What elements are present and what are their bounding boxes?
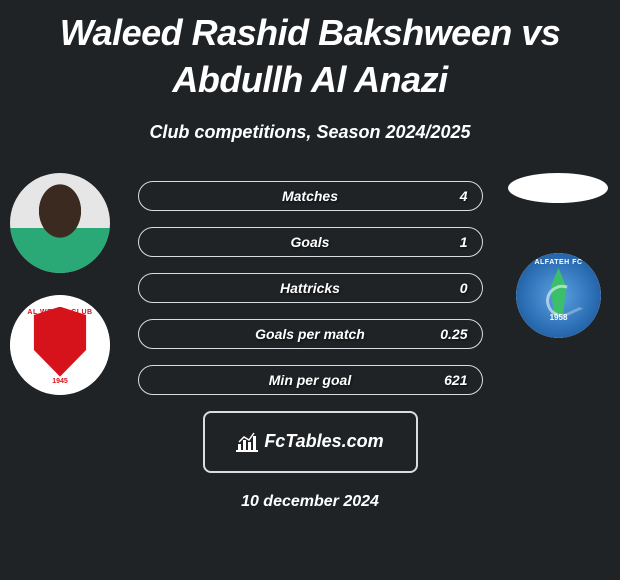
stat-value: 0: [460, 280, 468, 296]
player1-head-image: [10, 173, 110, 273]
stat-row-matches: Matches 4: [138, 181, 483, 211]
stat-row-hattricks: Hattricks 0: [138, 273, 483, 303]
player1-avatar: [10, 173, 110, 273]
club-badge-alfateh-year: 1958: [516, 313, 601, 322]
stat-label: Min per goal: [139, 372, 482, 388]
right-column: ALFATEH FC 1958: [508, 173, 608, 360]
stat-value: 0.25: [440, 326, 467, 342]
player2-club-badge: ALFATEH FC 1958: [516, 253, 601, 338]
club-badge-alwehda-center: [44, 330, 76, 362]
stat-row-mpg: Min per goal 621: [138, 365, 483, 395]
season-subtitle: Club competitions, Season 2024/2025: [0, 122, 620, 143]
stat-label: Goals: [139, 234, 482, 250]
stat-label: Goals per match: [139, 326, 482, 342]
club-badge-alwehda: AL WEHDA CLUB 1945: [10, 295, 110, 395]
chart-icon: [236, 432, 258, 452]
club-badge-alfateh-text: ALFATEH FC: [516, 259, 601, 266]
brand-box: FcTables.com: [203, 411, 418, 473]
content-region: AL WEHDA CLUB 1945 ALFATEH FC 1958 Match…: [0, 173, 620, 511]
player1-club-badge: AL WEHDA CLUB 1945: [10, 295, 110, 395]
player2-avatar-placeholder: [508, 173, 608, 203]
stat-row-gpm: Goals per match 0.25: [138, 319, 483, 349]
left-column: AL WEHDA CLUB 1945: [10, 173, 110, 417]
stat-value: 4: [460, 188, 468, 204]
club-badge-alwehda-text: AL WEHDA CLUB: [10, 309, 110, 316]
comparison-title: Waleed Rashid Bakshween vs Abdullh Al An…: [0, 0, 620, 104]
stat-label: Hattricks: [139, 280, 482, 296]
stat-value: 621: [444, 372, 467, 388]
date-text: 10 december 2024: [10, 493, 610, 511]
club-badge-alfateh: ALFATEH FC 1958: [516, 253, 601, 338]
stat-value: 1: [460, 234, 468, 250]
club-badge-alwehda-year: 1945: [10, 378, 110, 385]
stat-row-goals: Goals 1: [138, 227, 483, 257]
brand-text: FcTables.com: [264, 431, 383, 452]
stat-label: Matches: [139, 188, 482, 204]
stat-rows: Matches 4 Goals 1 Hattricks 0 Goals per …: [138, 173, 483, 395]
